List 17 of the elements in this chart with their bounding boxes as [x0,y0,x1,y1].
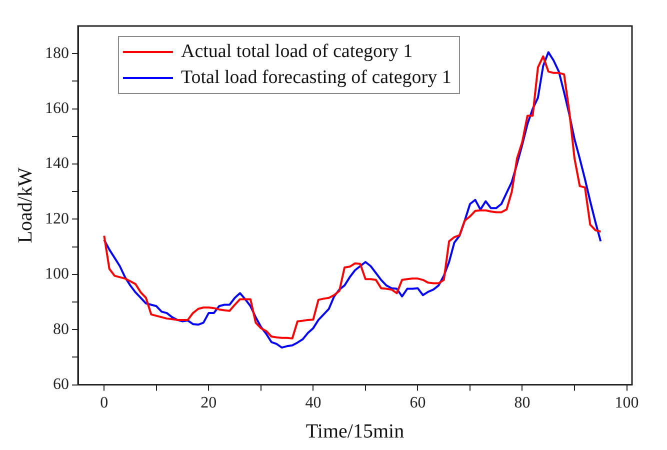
x-tick-label: 40 [305,394,322,412]
x-tick-label: 80 [514,394,530,412]
x-tick-label: 60 [410,394,426,412]
x-tick-label: 0 [100,394,108,412]
y-tick-label: 120 [45,210,69,228]
legend-label: Actual total load of category 1 [181,40,413,64]
x-axis-title: Time/15min [306,420,404,442]
y-tick-label: 140 [45,155,69,172]
legend-label: Total load forecasting of category 1 [181,66,452,90]
y-tick-label: 60 [53,376,69,394]
y-tick-label: 80 [53,320,69,338]
y-axis-title: Load/kW [14,168,36,244]
y-tick-label: 160 [45,100,69,118]
y-tick-label: 180 [45,44,69,62]
y-tick-label: 100 [45,266,69,283]
x-tick-label: 100 [614,394,639,412]
x-tick-label: 20 [200,394,217,412]
